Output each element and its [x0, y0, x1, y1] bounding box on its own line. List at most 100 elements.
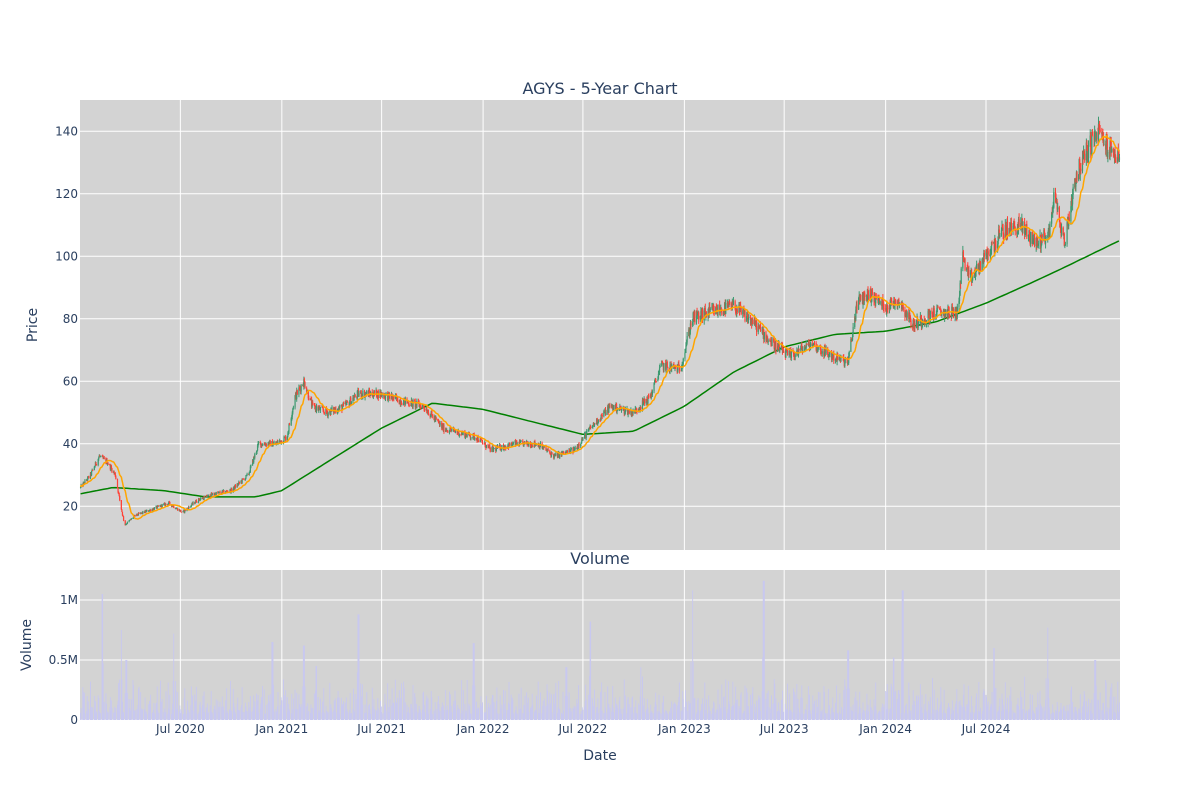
volume-bar: [512, 713, 514, 720]
volume-bar: [281, 700, 283, 720]
candle-body: [199, 499, 201, 501]
volume-bar: [782, 690, 783, 720]
volume-bar: [989, 710, 991, 720]
volume-bar: [451, 711, 453, 720]
volume-bar: [929, 713, 931, 720]
volume-bar: [238, 710, 240, 720]
volume-bar: [163, 708, 165, 720]
candle-body: [870, 301, 872, 303]
candle-body: [678, 363, 680, 366]
volume-bar: [1110, 687, 1112, 720]
volume-bar: [137, 705, 139, 720]
volume-bar: [980, 707, 981, 720]
volume-bar: [1088, 698, 1090, 720]
volume-bar: [222, 706, 224, 720]
candle-body: [586, 430, 588, 433]
volume-bar: [686, 710, 688, 720]
volume-bar: [1063, 705, 1065, 720]
volume-bar: [495, 701, 497, 720]
candle-body: [1047, 230, 1049, 236]
candle-body: [341, 406, 344, 411]
volume-bar: [1049, 713, 1051, 720]
candle-body: [894, 300, 897, 302]
volume-bar: [858, 706, 860, 720]
volume-bar: [242, 712, 244, 720]
volume-bar: [421, 709, 423, 720]
volume-bar: [994, 709, 996, 720]
volume-bar: [800, 697, 802, 720]
candle-body: [511, 442, 513, 446]
volume-bar: [599, 708, 601, 720]
candle-body: [936, 307, 938, 315]
volume-bar: [397, 697, 399, 720]
volume-bar: [729, 704, 731, 720]
volume-bar: [611, 704, 613, 720]
volume-bar: [505, 709, 507, 720]
volume-bar: [1041, 708, 1043, 720]
candle-body: [531, 443, 533, 446]
price-tick-label: 120: [55, 187, 78, 201]
short-moving-average: [79, 134, 1121, 520]
volume-bar: [1109, 708, 1110, 720]
volume-bar: [943, 689, 945, 720]
candle-body: [744, 310, 746, 321]
volume-bar: [1101, 710, 1103, 720]
candle-body: [469, 436, 472, 439]
volume-bar: [856, 700, 858, 720]
volume-bar: [1103, 702, 1104, 720]
volume-bar: [430, 691, 432, 720]
candle-body: [819, 344, 822, 351]
volume-bar: [183, 698, 185, 720]
candle-body: [248, 472, 250, 475]
volume-bar: [894, 712, 896, 720]
volume-bar: [642, 713, 644, 720]
candle-body: [890, 298, 892, 301]
volume-bar: [530, 707, 531, 720]
candle-body: [145, 510, 147, 513]
price-gridlines: [80, 100, 1120, 550]
volume-bar: [230, 712, 232, 720]
volume-bar: [1117, 681, 1119, 720]
volume-bar: [558, 708, 560, 720]
volume-bar: [929, 697, 931, 720]
volume-bar: [1064, 713, 1066, 720]
candle-body: [580, 443, 582, 447]
volume-bar: [892, 657, 894, 720]
volume-bar: [522, 713, 524, 720]
candle-body: [582, 438, 584, 441]
candle-body: [188, 506, 190, 510]
candle-body: [1033, 233, 1036, 247]
volume-bar: [967, 685, 969, 720]
volume-bar: [489, 704, 491, 720]
candle-body: [539, 446, 541, 448]
candle-body: [866, 289, 869, 302]
date-axis-title: Date: [583, 748, 616, 764]
volume-bar: [985, 694, 987, 720]
volume-bar: [546, 712, 547, 720]
volume-bar: [192, 695, 193, 720]
volume-bar: [238, 710, 240, 720]
volume-bar: [1079, 694, 1081, 720]
volume-bar: [1106, 713, 1108, 720]
candle-body: [1013, 224, 1015, 226]
price-plot-area[interactable]: [80, 100, 1120, 550]
volume-bar: [866, 693, 868, 720]
volume-bar: [859, 712, 861, 720]
volume-bar: [739, 711, 740, 720]
volume-bar: [342, 710, 344, 720]
candle-body: [130, 518, 132, 520]
volume-bar: [694, 697, 696, 720]
candle-body: [111, 468, 113, 473]
candle-body: [1000, 230, 1003, 236]
candle-body: [950, 316, 952, 317]
volume-bar: [639, 696, 641, 720]
candle-body: [117, 488, 119, 493]
candle-body: [658, 367, 661, 373]
volume-bar: [805, 709, 807, 720]
volume-bar: [732, 705, 734, 720]
volume-bar: [527, 697, 529, 720]
volume-bar: [208, 712, 209, 720]
volume-bar: [361, 684, 363, 720]
volume-plot-area[interactable]: [80, 570, 1120, 720]
candle-body: [288, 424, 291, 426]
